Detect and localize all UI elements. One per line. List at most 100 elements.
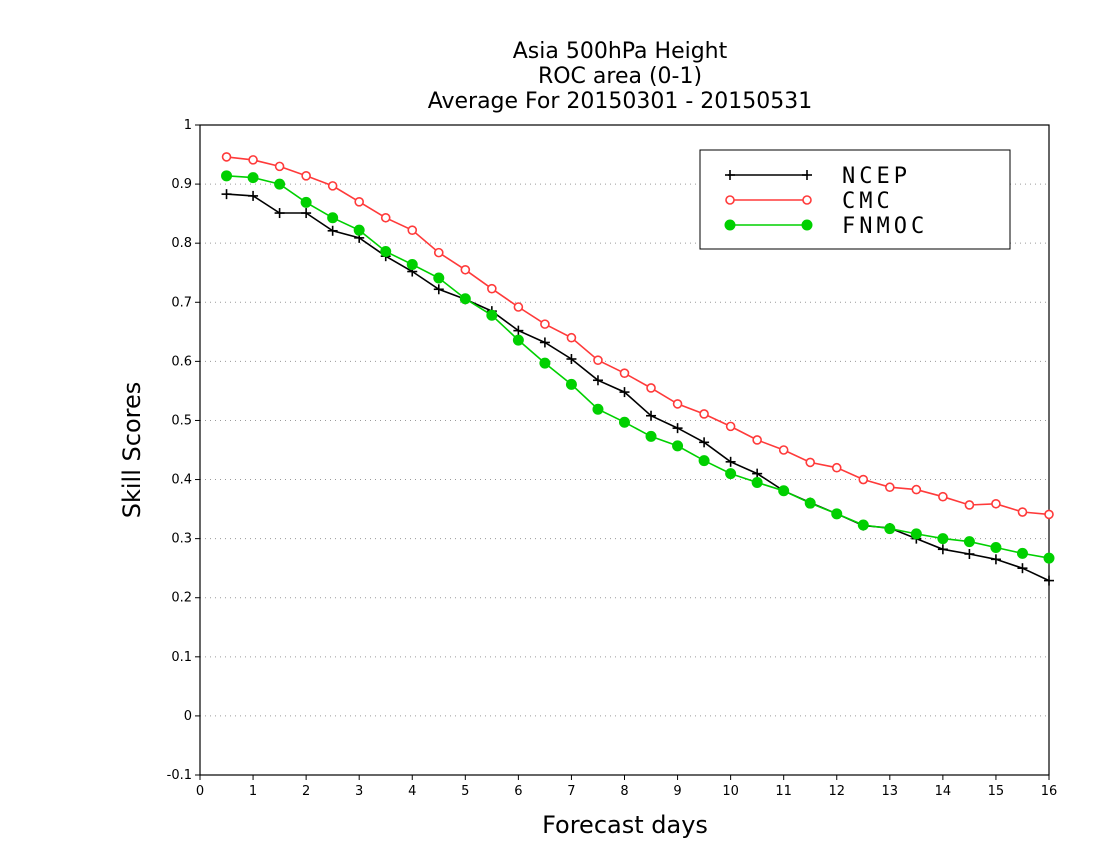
ncep-point — [513, 325, 524, 336]
y-tick-label: 0.6 — [171, 354, 192, 369]
ncep-point — [990, 554, 1001, 565]
ncep-point — [301, 208, 312, 219]
cmc-point — [938, 491, 948, 502]
ncep-point — [539, 337, 550, 348]
fnmoc-point — [565, 378, 577, 390]
x-tick-label: 7 — [567, 784, 575, 799]
fnmoc-point — [512, 334, 524, 346]
legend-marker-fnmoc — [801, 219, 813, 231]
legend-label-fnmoc: FNMOC — [842, 214, 928, 239]
ncep-point — [619, 387, 630, 398]
x-tick-label: 15 — [988, 784, 1005, 799]
cmc-point — [327, 181, 338, 191]
y-tick-label: -0.1 — [167, 768, 192, 783]
x-tick-label: 14 — [935, 784, 952, 799]
y-tick-label: 1 — [184, 118, 192, 133]
legend-marker-fnmoc — [724, 219, 736, 231]
ncep-point — [1017, 563, 1028, 574]
legend-marker-ncep — [725, 170, 735, 180]
cmc-point — [752, 435, 762, 445]
fnmoc-point — [406, 258, 418, 270]
ncep-point — [964, 549, 975, 559]
cmc-point — [354, 197, 364, 207]
cmc-point — [540, 319, 550, 329]
fnmoc-point — [937, 533, 949, 545]
ncep-point — [592, 375, 603, 386]
ncep-point — [937, 544, 948, 555]
x-tick-label: 13 — [882, 784, 899, 799]
cmc-point — [1017, 507, 1028, 517]
fnmoc-point — [433, 272, 445, 284]
cmc-point — [380, 212, 391, 223]
fnmoc-point — [698, 455, 710, 467]
y-tick-label: 0.8 — [171, 236, 192, 251]
x-tick-label: 11 — [775, 784, 792, 799]
cmc-point — [619, 368, 630, 378]
cmc-point — [858, 474, 869, 485]
fnmoc-point — [486, 309, 498, 321]
x-axis-title: Forecast days — [542, 811, 708, 839]
cmc-point — [248, 155, 258, 165]
fnmoc-point — [300, 196, 312, 208]
fnmoc-point — [751, 477, 763, 488]
cmc-point — [778, 445, 789, 455]
cmc-point — [407, 225, 418, 235]
fnmoc-series — [221, 170, 1055, 564]
x-tick-label: 4 — [408, 784, 416, 799]
x-tick-label: 2 — [302, 784, 310, 799]
fnmoc-point — [327, 212, 339, 224]
y-tick-label: 0 — [184, 709, 192, 724]
series-layer — [221, 152, 1055, 586]
fnmoc-point — [725, 468, 737, 480]
cmc-point — [301, 171, 311, 181]
cmc-point — [805, 457, 816, 468]
fnmoc-point — [380, 245, 392, 257]
fnmoc-point — [539, 357, 551, 369]
cmc-point — [221, 152, 232, 162]
x-tick-label: 8 — [620, 784, 628, 799]
cmc-point — [593, 355, 603, 365]
x-tick-label: 12 — [828, 784, 845, 799]
legend-marker-cmc — [802, 195, 812, 205]
x-tick-label: 5 — [461, 784, 469, 799]
chart-title-line-1: Asia 500hPa Height — [513, 39, 728, 64]
legend-marker-ncep — [802, 170, 812, 180]
chart-title-line-3: Average For 20150301 - 20150531 — [428, 89, 813, 114]
y-tick-label: 0.3 — [171, 532, 192, 547]
y-tick-label: 0.4 — [171, 473, 192, 488]
x-tick-label: 9 — [673, 784, 681, 799]
ncep-point — [725, 456, 736, 467]
ncep-point — [221, 189, 232, 200]
ncep-point — [248, 190, 259, 201]
cmc-point — [460, 264, 471, 275]
ncep-point — [699, 437, 710, 448]
fnmoc-point — [459, 293, 471, 305]
ncep-point — [274, 208, 285, 219]
x-tick-label: 3 — [355, 784, 363, 799]
cmc-point — [831, 462, 842, 473]
fnmoc-point — [884, 523, 896, 535]
legend-item-cmc: CMC — [725, 189, 894, 214]
y-tick-label: 0.1 — [171, 650, 192, 665]
legend-label-ncep: NCEP — [842, 164, 911, 189]
cmc-point — [566, 332, 577, 343]
x-tick-label: 1 — [249, 784, 257, 799]
fnmoc-point — [910, 528, 922, 540]
fnmoc-point — [247, 172, 259, 184]
y-tick-label: 0.9 — [171, 177, 192, 192]
cmc-point — [513, 302, 524, 312]
cmc-point — [991, 498, 1001, 509]
legend-label-cmc: CMC — [842, 189, 894, 214]
ncep-point — [1044, 575, 1054, 586]
fnmoc-point — [619, 416, 630, 428]
fnmoc-point — [1043, 552, 1055, 564]
legend-item-fnmoc: FNMOC — [724, 214, 928, 239]
ncep-point — [327, 225, 338, 236]
cmc-point — [911, 484, 922, 495]
fnmoc-point — [645, 430, 657, 442]
ncep-point — [646, 410, 657, 421]
cmc-point — [699, 409, 709, 419]
